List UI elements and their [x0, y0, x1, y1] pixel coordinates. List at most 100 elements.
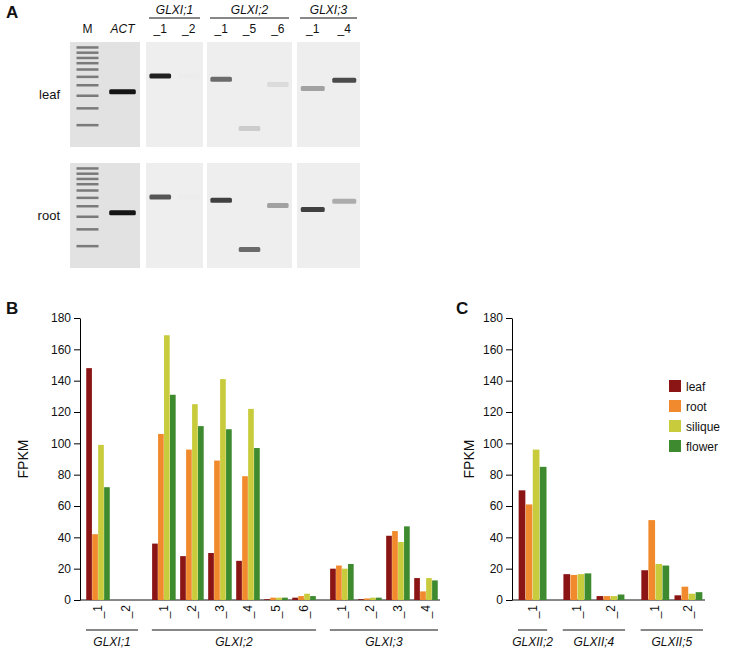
bar: [282, 598, 288, 600]
bar: [611, 596, 618, 600]
bar: [662, 566, 669, 600]
gel-band: [210, 77, 232, 82]
x-tick-label: _4: [241, 605, 255, 620]
y-tick-label: 20: [58, 562, 72, 576]
y-tick-mark: [74, 443, 80, 444]
bar: [398, 542, 404, 600]
gel-background: [70, 42, 140, 147]
ladder-band: [77, 68, 99, 71]
y-tick-label: 120: [483, 405, 503, 419]
y-tick-label: 160: [483, 343, 503, 357]
x-tick-label: _2: [604, 605, 618, 620]
gel-background: [146, 42, 203, 147]
group-label: GLXII;5: [651, 635, 692, 649]
ladder-band: [77, 84, 99, 87]
y-tick-label: 60: [58, 499, 72, 513]
y-tick-mark: [74, 600, 80, 601]
ladder-band: [77, 216, 99, 219]
x-tick-label: _1: [335, 605, 349, 620]
y-tick: 60: [490, 499, 512, 513]
y-axis-line: [512, 319, 513, 601]
bar: [414, 578, 420, 600]
y-tick: 40: [490, 531, 512, 545]
bars: [519, 450, 703, 600]
bar: [597, 596, 604, 600]
gel-background: [207, 42, 292, 147]
ladder-band: [77, 57, 99, 60]
bar: [310, 596, 316, 600]
bar: [578, 574, 585, 600]
figure-svg: AMACTGLXI;1_1_2GLXI;2_1_5_6GLXI;3_1_4lea…: [0, 0, 747, 659]
y-tick-mark: [506, 349, 512, 350]
bar: [618, 595, 625, 600]
bar: [655, 564, 662, 600]
y-tick-mark: [506, 537, 512, 538]
bar: [526, 504, 533, 600]
bar: [114, 600, 120, 601]
ladder-band: [77, 62, 99, 64]
bar: [682, 587, 689, 600]
group-line: [86, 630, 138, 631]
gel-band: [149, 195, 171, 200]
bar: [420, 591, 426, 600]
y-tick-label: 100: [483, 437, 503, 451]
y-axis-title: FPKM: [15, 440, 31, 479]
ladder-band: [77, 76, 99, 79]
lane-label: _1: [153, 22, 168, 36]
gel-band: [178, 195, 200, 200]
bar: [198, 426, 204, 600]
y-tick: 140: [483, 374, 512, 388]
bar: [158, 434, 164, 600]
y-tick-label: 80: [58, 468, 72, 482]
lane-label: _1: [305, 22, 320, 36]
x-tick-label: _3: [213, 605, 227, 620]
gel-band: [178, 74, 200, 79]
bar: [126, 600, 132, 601]
y-tick-label: 120: [51, 405, 71, 419]
y-tick: 80: [58, 468, 80, 482]
x-tick-label: _1: [526, 605, 540, 620]
gel-band: [109, 210, 136, 215]
lane-label: _2: [181, 22, 196, 36]
panel-label: A: [6, 3, 18, 22]
legend-label: silique: [686, 420, 720, 434]
gel-band: [332, 78, 356, 83]
group-label: GLXI;3: [365, 635, 403, 649]
y-tick-mark: [74, 475, 80, 476]
bar: [276, 598, 282, 600]
gene-header: GLXI;2: [231, 3, 269, 17]
y-tick: 140: [51, 374, 80, 388]
bar: [370, 598, 376, 600]
bar: [214, 461, 220, 600]
gel-background: [207, 163, 292, 268]
y-tick: 120: [483, 405, 512, 419]
x-tick-label: _2: [119, 605, 133, 620]
legend-swatch: [669, 380, 681, 392]
gel-band: [301, 86, 325, 91]
gel-background: [297, 163, 360, 268]
y-tick-label: 100: [51, 437, 71, 451]
ladder-band: [77, 95, 99, 98]
x-tick-label: _4: [419, 605, 433, 620]
y-tick: 40: [58, 531, 80, 545]
y-tick-label: 180: [51, 311, 71, 325]
y-tick: 20: [58, 562, 80, 576]
ladder-band: [77, 167, 99, 170]
bar: [330, 569, 336, 600]
legend-label: leaf: [686, 380, 706, 394]
x-tick-label: _1: [157, 605, 171, 620]
legend-label: root: [686, 400, 707, 414]
gene-header: GLXI;1: [156, 3, 193, 17]
bars: [86, 335, 438, 600]
x-tick-label: _1: [570, 605, 584, 620]
lane-label: M: [83, 22, 93, 36]
bar: [604, 596, 611, 600]
gel-background: [70, 163, 140, 268]
y-tick-mark: [74, 506, 80, 507]
gel-band: [239, 247, 261, 252]
legend-swatch: [669, 420, 681, 432]
y-tick: 0: [64, 593, 80, 607]
group-line: [563, 630, 625, 631]
y-tick: 100: [483, 437, 512, 451]
gel-panel: AMACTGLXI;1_1_2GLXI;2_1_5_6GLXI;3_1_4lea…: [6, 3, 360, 268]
